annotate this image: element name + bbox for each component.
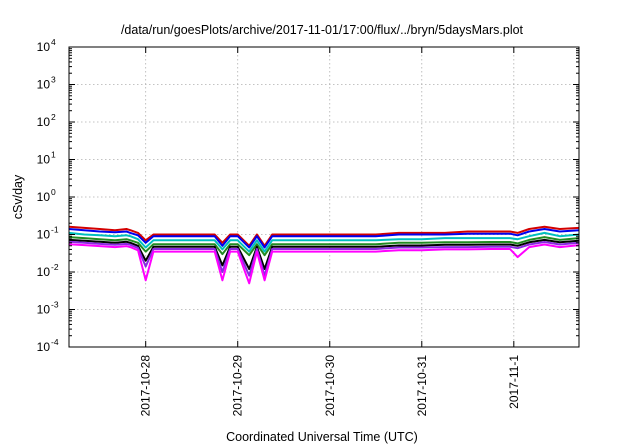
series-line-3 xyxy=(68,231,580,253)
grid xyxy=(69,47,579,347)
y-tick-exponent: -2 xyxy=(51,262,59,272)
y-tick-label: 10 xyxy=(37,340,51,354)
y-tick-label: 10 xyxy=(37,228,51,242)
y-tick-label: 10 xyxy=(37,40,51,54)
y-tick-exponent: 3 xyxy=(51,75,56,85)
x-tick-label: 2017-10-30 xyxy=(323,355,337,417)
y-tick-exponent: 0 xyxy=(51,187,56,197)
chart-title: /data/run/goesPlots/archive/2017-11-01/1… xyxy=(121,23,524,37)
y-tick-label: 10 xyxy=(37,303,51,317)
y-tick-exponent: 4 xyxy=(51,37,56,47)
y-tick-label: 10 xyxy=(37,153,51,167)
series-line-4 xyxy=(68,236,580,257)
y-tick-label: 10 xyxy=(37,190,51,204)
y-tick-exponent: 1 xyxy=(51,150,56,160)
x-axis-label: Coordinated Universal Time (UTC) xyxy=(226,430,418,444)
series-group xyxy=(68,225,580,285)
y-tick-exponent: -4 xyxy=(51,337,59,347)
series-line-5 xyxy=(68,238,580,270)
series-line-2 xyxy=(68,228,580,249)
x-tick-label: 2017-11-1 xyxy=(507,355,521,409)
y-tick-label: 10 xyxy=(37,78,51,92)
series-line-7 xyxy=(68,243,580,285)
x-tick-labels: 2017-10-28 2017-10-29 2017-10-30 2017-10-31… xyxy=(139,355,521,417)
y-tick-exponent: -3 xyxy=(51,300,59,310)
y-tick-label: 10 xyxy=(37,115,51,129)
y-tick-label: 10 xyxy=(37,265,51,279)
x-tick-label: 2017-10-29 xyxy=(231,355,245,417)
x-tick-label: 2017-10-28 xyxy=(139,355,153,417)
y-axis-label: cSv/day xyxy=(11,174,25,219)
y-tick-exponent: 2 xyxy=(51,112,56,122)
x-tick-label: 2017-10-31 xyxy=(415,355,429,417)
ticks xyxy=(69,46,579,348)
y-tick-exponent: -1 xyxy=(51,225,59,235)
